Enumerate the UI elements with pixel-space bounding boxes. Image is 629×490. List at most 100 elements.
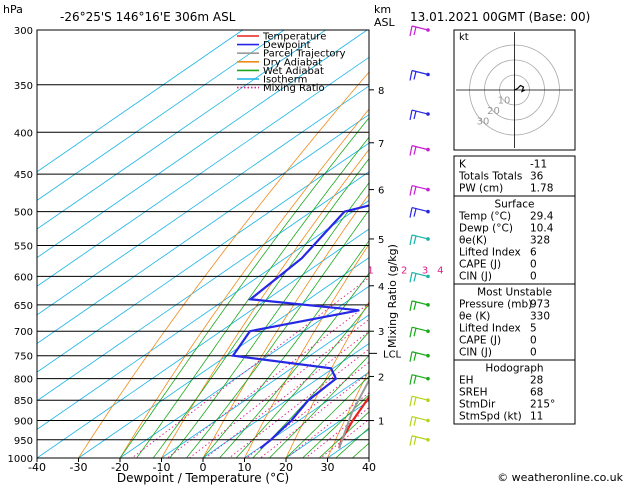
dry-adiabat-line (120, 30, 435, 458)
index-label: PW (cm) (459, 183, 503, 195)
wind-barb-flag (410, 235, 412, 245)
wind-barb-flag (410, 436, 412, 446)
index-label: StmSpd (kt) (459, 411, 522, 423)
wind-barb-point (426, 237, 430, 241)
dry-adiabat-line (618, 30, 629, 458)
km-tick-label: 1 (378, 417, 384, 428)
wind-barb-flag (410, 301, 412, 311)
wind-barb-flag (410, 396, 412, 406)
wet-adiabat-line (153, 30, 471, 458)
index-value: 10.4 (530, 223, 554, 235)
wind-barb-point (426, 28, 430, 32)
temperature-tick-label: -40 (28, 461, 46, 474)
wind-barb-flag (414, 397, 416, 405)
wind-barb-staff (412, 146, 428, 150)
index-value: 11 (530, 411, 543, 423)
km-tick-label: 8 (378, 86, 384, 97)
index-label: Dewp (°C) (459, 223, 513, 235)
pressure-tick-label: 550 (14, 241, 33, 252)
mixing-ratio-label: 2 (401, 265, 407, 276)
pressure-axis: 3003504004505005506006507007508008509009… (8, 26, 33, 465)
temperature-tick-label: 30 (321, 461, 335, 474)
wind-barb-flag (414, 273, 416, 281)
wind-barb-flag (414, 418, 416, 426)
wind-barb-point (426, 419, 430, 423)
index-label: SREH (459, 387, 488, 399)
wind-barb-flag (414, 353, 416, 361)
mixing-ratio-label: 4 (437, 265, 443, 276)
hodograph-unit-label: kt (459, 32, 469, 43)
index-label: K (459, 159, 467, 171)
wind-barb-staff (412, 396, 428, 400)
isotherm-line (0, 30, 367, 458)
index-label: CAPE (J) (459, 335, 501, 347)
index-value: 68 (530, 387, 543, 399)
index-value: 5 (530, 323, 537, 335)
wind-barb-flag (410, 186, 412, 196)
km-tick-label: 6 (378, 186, 384, 197)
wind-barb-staff (412, 327, 428, 331)
x-axis-title: Dewpoint / Temperature (°C) (117, 471, 289, 485)
wind-barb-flag (414, 27, 416, 35)
index-value: 330 (530, 311, 550, 323)
index-section-title: Hodograph (485, 363, 543, 375)
pressure-tick-label: 850 (14, 396, 33, 407)
index-value: 0 (530, 347, 537, 359)
index-label: StmDir (459, 399, 496, 411)
wind-barb-flag (410, 417, 412, 427)
index-section-title: Most Unstable (477, 287, 552, 299)
hodograph-ring-label: 20 (487, 106, 500, 117)
copyright-footer: © weatheronline.co.uk (497, 471, 623, 484)
isotherm-line (0, 30, 326, 458)
plot-frame (37, 30, 369, 458)
pressure-tick-label: 300 (14, 26, 33, 37)
index-value: 28 (530, 375, 543, 387)
asl-unit-label: ASL (374, 16, 396, 29)
isotherm-line (0, 30, 284, 458)
index-label: CIN (J) (459, 347, 492, 359)
wind-barb-point (426, 438, 430, 442)
wind-barb-flag (410, 272, 412, 282)
wind-barb-point (426, 354, 430, 358)
wind-barb-point (426, 377, 430, 381)
pressure-tick-label: 400 (14, 128, 33, 139)
pressure-tick-label: 350 (14, 81, 33, 92)
wet-adiabat-line (170, 30, 488, 458)
wind-barb-staff (412, 186, 428, 190)
index-label: Totals Totals (458, 171, 522, 183)
wind-barb-staff (412, 208, 428, 212)
wind-barb-point (426, 329, 430, 333)
wind-barb-point (426, 210, 430, 214)
km-tick-label: 2 (378, 372, 384, 383)
wind-barb-flag (410, 208, 412, 218)
isotherm-line (0, 30, 492, 458)
pressure-tick-label: 600 (14, 272, 33, 283)
wind-barb-staff (412, 26, 428, 30)
wind-barb-point (426, 73, 430, 77)
wind-barb-flag (410, 110, 412, 120)
wind-barb-staff (412, 110, 428, 114)
km-tick-label: 7 (378, 139, 384, 150)
index-value: 36 (530, 171, 544, 183)
index-value: 6 (530, 247, 537, 259)
wind-barb-staff (412, 301, 428, 305)
index-label: θe(K) (459, 235, 487, 247)
km-tick-label: 5 (378, 235, 384, 246)
index-value: 973 (530, 299, 550, 311)
wind-barb-point (426, 303, 430, 307)
index-value: -11 (530, 159, 547, 171)
datetime-title: 13.01.2021 00GMT (Base: 00) (410, 10, 590, 24)
wind-barb-flag (414, 187, 416, 195)
wind-barb-flag (410, 327, 412, 337)
wind-barb-staff (412, 417, 428, 421)
index-label: Lifted Index (459, 323, 521, 335)
wind-barb-staff (412, 436, 428, 440)
km-unit-label: km (374, 3, 391, 16)
index-label: CIN (J) (459, 271, 492, 283)
hpa-unit-label: hPa (3, 3, 23, 16)
wind-barb-staff (412, 375, 428, 379)
pressure-tick-label: 900 (14, 417, 33, 428)
wind-barb-flag (410, 352, 412, 362)
index-value: 1.78 (530, 183, 553, 195)
